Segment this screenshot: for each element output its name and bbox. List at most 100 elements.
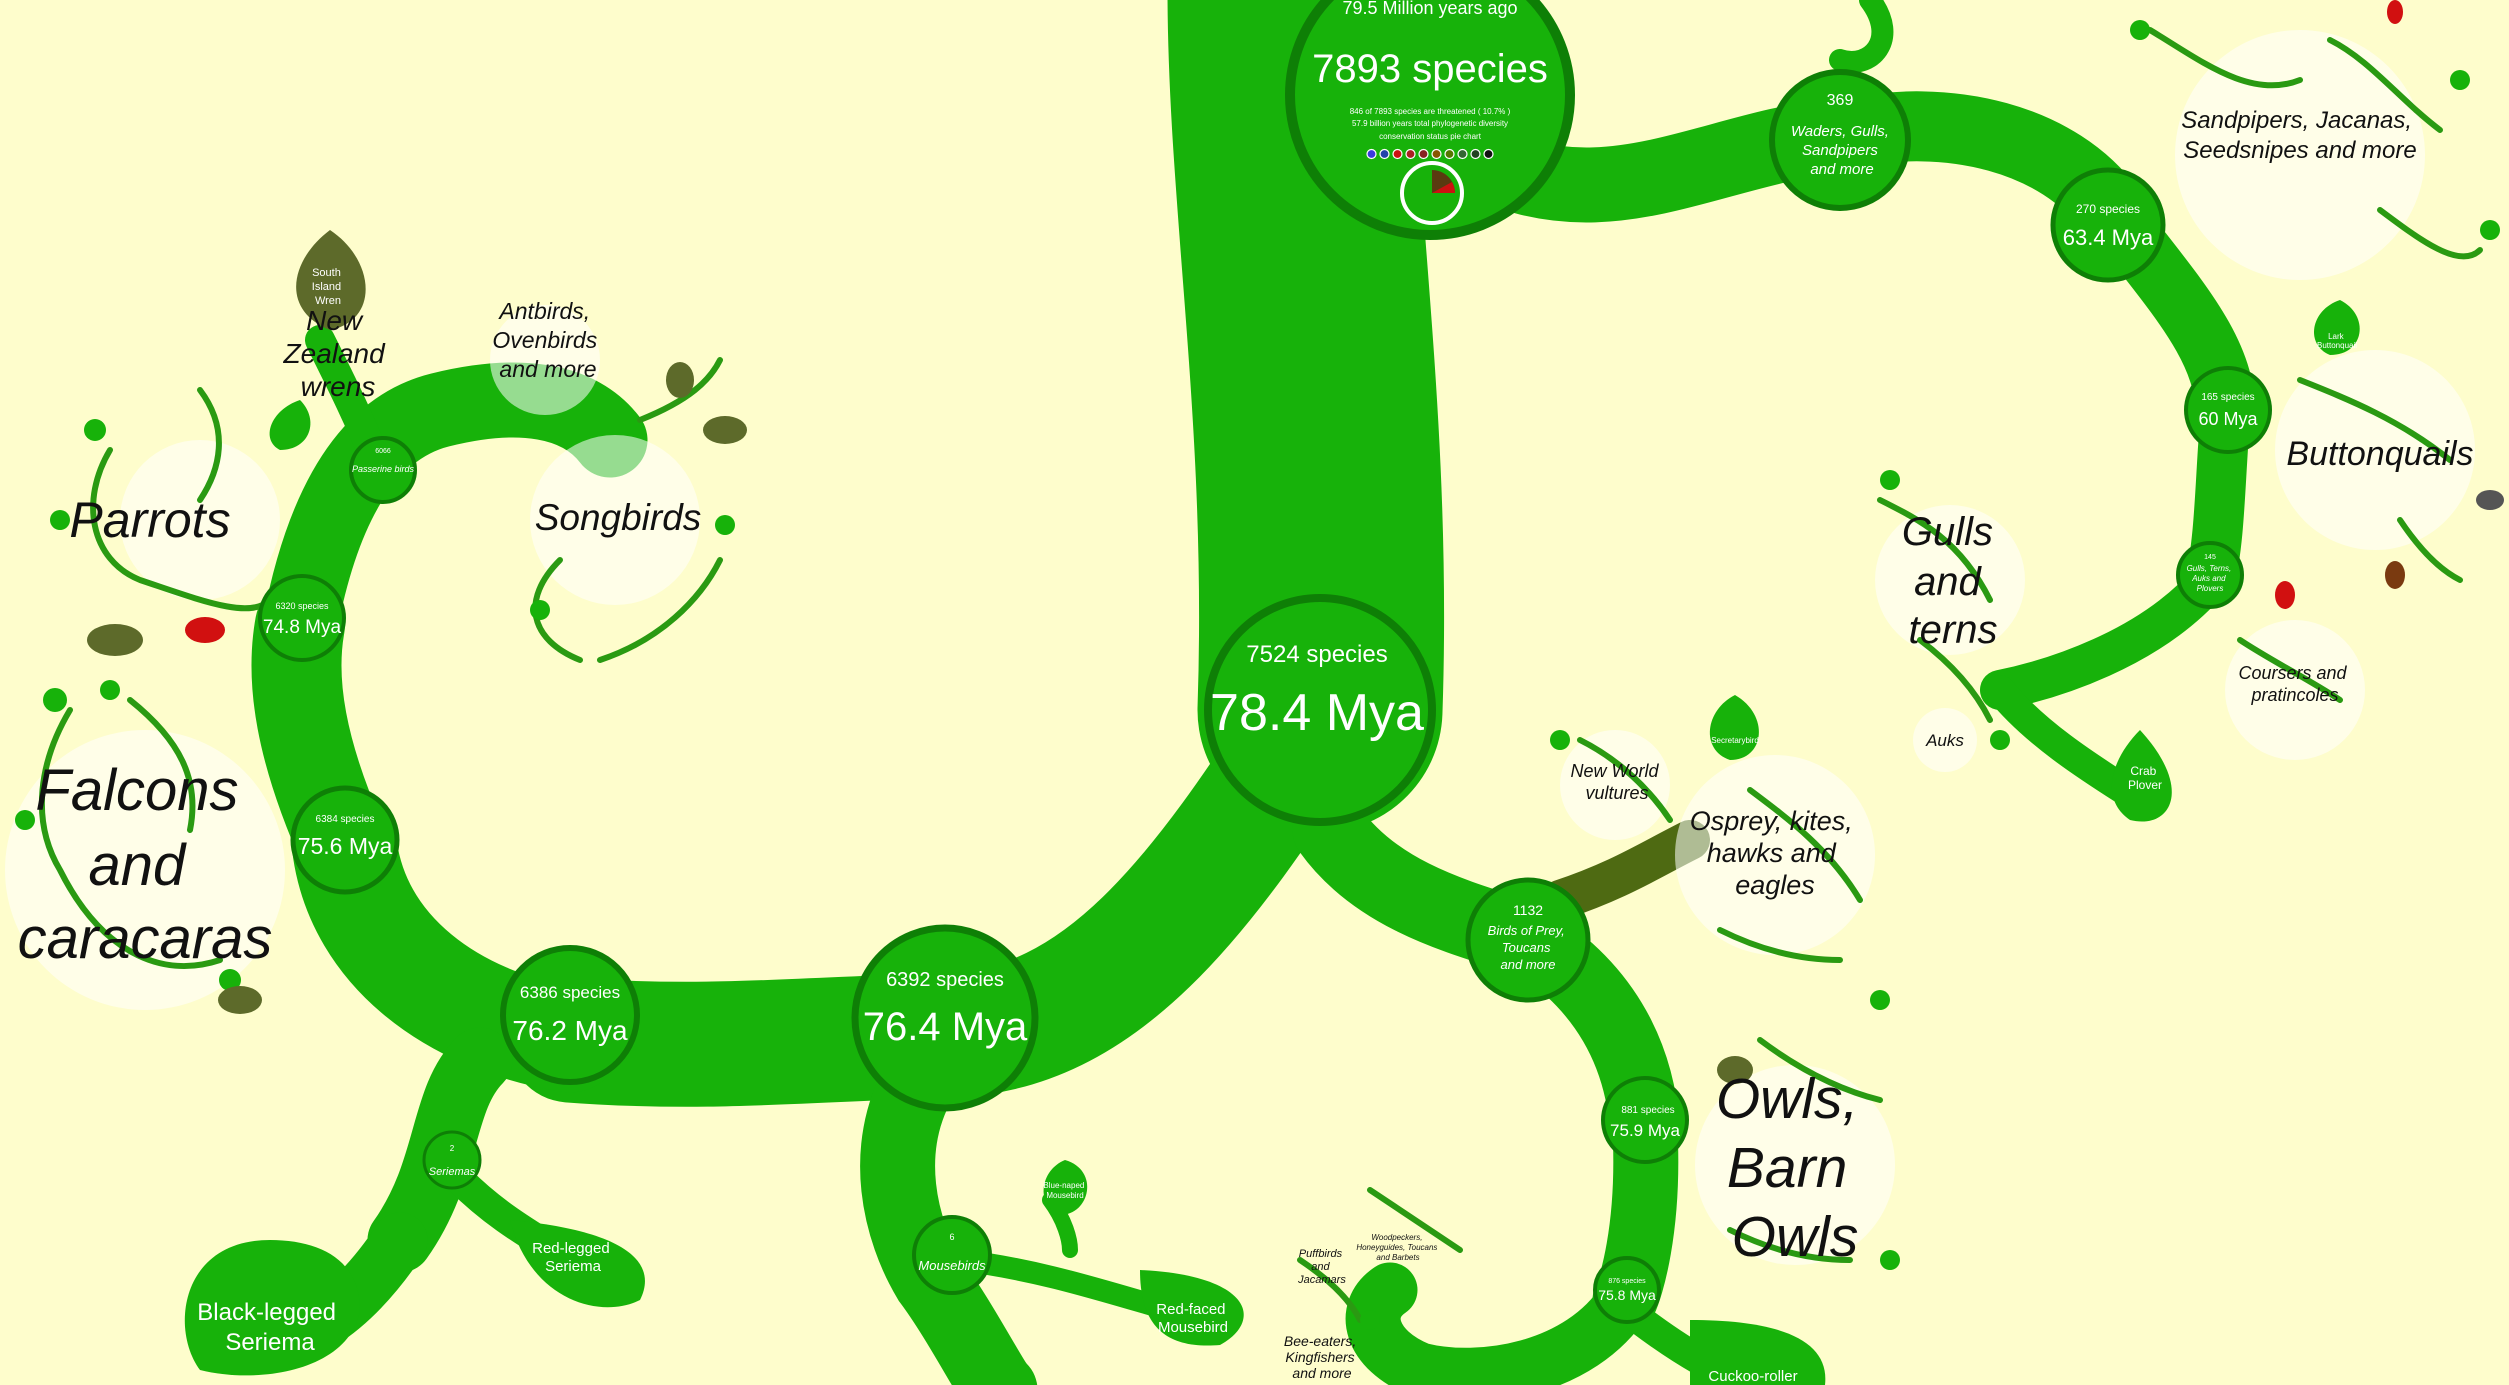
leaf-label-red-legged-seriema: Red-legged Seriema bbox=[532, 1240, 614, 1275]
dark-leaf bbox=[1717, 1056, 1753, 1084]
node-circle[interactable] bbox=[2184, 366, 2272, 454]
label-songbirds[interactable]: Songbirds bbox=[535, 497, 702, 538]
status-dot bbox=[1366, 148, 1377, 160]
leaf-label-south-island-wren: South Island Wren bbox=[312, 267, 344, 307]
status-dot bbox=[1444, 148, 1455, 160]
node-2[interactable]: 2 Seriemas bbox=[422, 1130, 482, 1190]
small-leaf bbox=[15, 810, 35, 830]
sandpipers-twigs bbox=[2147, 27, 2483, 260]
node-6386[interactable]: 6386 species 76.2 Mya bbox=[500, 945, 640, 1085]
status-dot bbox=[1483, 148, 1494, 160]
node-circle[interactable] bbox=[500, 945, 640, 1085]
small-leaf bbox=[1870, 990, 1890, 1010]
node-circle[interactable] bbox=[1593, 1256, 1661, 1324]
node-mya: 60 Mya bbox=[2198, 409, 2258, 429]
leaf-nz-wren-small[interactable] bbox=[269, 400, 311, 450]
owls-halo bbox=[1695, 1065, 1895, 1265]
label-parrots[interactable]: Parrots bbox=[69, 492, 230, 548]
node-165[interactable]: 165 species 60 Mya bbox=[2184, 366, 2272, 454]
root-pie-note: conservation status pie chart bbox=[1379, 132, 1482, 141]
label-auks[interactable]: Auks bbox=[1925, 731, 1964, 750]
node-876[interactable]: 876 species 75.8 Mya bbox=[1593, 1256, 1661, 1324]
node-species: 881 species bbox=[1621, 1105, 1674, 1116]
node-6[interactable]: 6 Mousebirds bbox=[912, 1215, 992, 1295]
status-dot bbox=[1392, 148, 1403, 160]
parrots-halo bbox=[120, 440, 280, 600]
node-mya: 78.4 Mya bbox=[1210, 684, 1424, 742]
node-circle[interactable] bbox=[851, 924, 1039, 1112]
label-nw-vultures[interactable]: New World vultures bbox=[1570, 761, 1663, 803]
label-osprey[interactable]: Osprey, kites, hawks and eagles bbox=[1690, 806, 1861, 900]
vultures-twigs bbox=[1577, 737, 1673, 823]
node-1132[interactable]: 1132 Birds of Prey, Toucans and more bbox=[1465, 877, 1591, 1003]
node-369[interactable]: 369 Waders, Gulls, Sandpipers and more bbox=[1769, 69, 1911, 211]
leaf-south-island-wren[interactable] bbox=[296, 230, 366, 330]
label-owls[interactable]: Owls, Barn Owls bbox=[1716, 1067, 1874, 1269]
root-node[interactable]: 79.5 Million years ago 7893 species 846 … bbox=[1285, 0, 1575, 240]
node-6066[interactable]: 6066 Passerine birds bbox=[349, 436, 417, 504]
branch-to-gulls bbox=[1980, 560, 2230, 710]
antbirds-halo bbox=[490, 305, 600, 415]
leaf-label-crab-plover: Crab Plover bbox=[2128, 764, 2162, 792]
node-circle[interactable] bbox=[1465, 877, 1591, 1003]
leaf-black-legged-seriema[interactable] bbox=[184, 1240, 360, 1376]
buttonquails-halo bbox=[2275, 350, 2475, 550]
small-leaf bbox=[530, 600, 550, 620]
conservation-status-dots bbox=[1366, 148, 1494, 160]
label-antbirds[interactable]: Antbirds, Ovenbirds and more bbox=[492, 298, 603, 382]
node-mya: 74.8 Mya bbox=[263, 617, 342, 638]
leaf-blue-naped-mousebird[interactable] bbox=[1043, 1160, 1088, 1215]
root-node-circle[interactable] bbox=[1285, 0, 1575, 240]
label-buttonquails[interactable]: Buttonquails bbox=[2286, 435, 2473, 473]
label-sandpipers[interactable]: Sandpipers, Jacanas, Seedsnipes and more bbox=[2181, 107, 2418, 164]
node-6320[interactable]: 6320 species 74.8 Mya bbox=[258, 574, 346, 662]
label-bee-eaters[interactable]: Bee-eaters, Kingfishers and more bbox=[1284, 1333, 1360, 1381]
threatened-leaf bbox=[2275, 581, 2295, 609]
osprey-twigs bbox=[1717, 787, 1863, 963]
label-falcons[interactable]: Falcons and caracaras bbox=[18, 758, 273, 971]
dark-leaf bbox=[703, 416, 747, 444]
node-name: Waders, Gulls, Sandpipers and more bbox=[1791, 123, 1893, 178]
leaf-red-legged-seriema[interactable] bbox=[510, 1220, 645, 1308]
node-mya: 63.4 Mya bbox=[2063, 225, 2154, 250]
leaf-secretarybird[interactable] bbox=[1709, 695, 1759, 760]
status-dot bbox=[1379, 148, 1390, 160]
node-circle[interactable] bbox=[2176, 541, 2244, 609]
node-881[interactable]: 881 species 75.9 Mya bbox=[1601, 1076, 1689, 1164]
node-circle[interactable] bbox=[1601, 1076, 1689, 1164]
node-circle[interactable] bbox=[1204, 594, 1436, 826]
node-6384[interactable]: 6384 species 75.6 Mya bbox=[290, 785, 400, 895]
node-circle[interactable] bbox=[1769, 69, 1911, 211]
osprey-halo bbox=[1675, 755, 1875, 955]
label-nz-wrens[interactable]: New Zealand wrens bbox=[283, 305, 393, 402]
leaf-cuckoo-roller[interactable] bbox=[1690, 1320, 1826, 1385]
owls-twigs bbox=[1727, 1037, 1883, 1263]
node-145[interactable]: 145 Gulls, Terns, Auks and Plovers bbox=[2176, 541, 2244, 609]
node-6392[interactable]: 6392 species 76.4 Mya bbox=[851, 924, 1039, 1112]
label-puffbirds[interactable]: Puffbirds and Jacamars bbox=[1297, 1248, 1346, 1286]
songbirds-halo bbox=[530, 435, 700, 605]
label-gulls[interactable]: Gulls and terns bbox=[1902, 510, 2004, 652]
node-circle[interactable] bbox=[912, 1215, 992, 1295]
label-coursers[interactable]: Coursers and pratincoles bbox=[2238, 663, 2351, 705]
leaf-lark-buttonquail[interactable] bbox=[2313, 300, 2360, 355]
named-leaves bbox=[184, 230, 2360, 1385]
node-270[interactable]: 270 species 63.4 Mya bbox=[2050, 167, 2166, 283]
node-species: 6392 species bbox=[886, 969, 1004, 991]
node-circle[interactable] bbox=[2050, 167, 2166, 283]
label-woodpeckers[interactable]: Woodpeckers, Honeyguides, Toucans and Ba… bbox=[1356, 1233, 1439, 1262]
node-species: 6320 species bbox=[275, 601, 329, 611]
node-circle[interactable] bbox=[258, 574, 346, 662]
small-leaf bbox=[1880, 470, 1900, 490]
node-mya: 75.6 Mya bbox=[298, 833, 393, 859]
node-circle[interactable] bbox=[349, 436, 417, 504]
coursers-twigs bbox=[2237, 637, 2343, 703]
node-circle[interactable] bbox=[290, 785, 400, 895]
leaf-crab-plover[interactable] bbox=[2111, 730, 2172, 822]
node-circle[interactable] bbox=[422, 1130, 482, 1190]
root-time: 79.5 Million years ago bbox=[1342, 0, 1517, 18]
leaf-red-faced-mousebird[interactable] bbox=[1140, 1270, 1244, 1346]
node-7524[interactable]: 7524 species 78.4 Mya bbox=[1204, 594, 1436, 826]
